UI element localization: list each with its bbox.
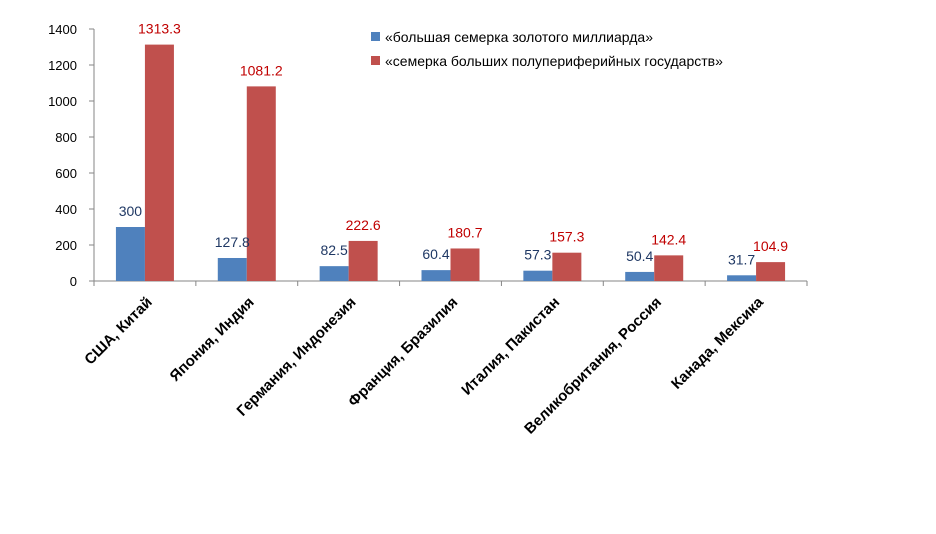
legend: «большая семерка золотого миллиарда» «сем…: [371, 29, 723, 69]
bar-series2: [246, 86, 276, 281]
y-tick-label: 400: [55, 202, 77, 217]
bar-series2: [654, 255, 684, 281]
y-tick-label: 800: [55, 130, 77, 145]
data-label: 222.6: [346, 217, 381, 233]
bar-series1: [625, 271, 655, 281]
y-tick-label: 200: [55, 238, 77, 253]
data-label: 82.5: [321, 242, 348, 258]
category-label: Италия, Пакистан: [458, 294, 563, 399]
data-label: 57.3: [524, 247, 551, 263]
bar-series1: [115, 227, 145, 281]
bar-series1: [727, 275, 757, 281]
bars: [115, 44, 786, 281]
legend-swatch: [371, 56, 380, 65]
data-label: 127.8: [215, 234, 250, 250]
category-label: США, Китай: [81, 294, 156, 369]
bar-series1: [217, 257, 247, 281]
y-tick-label: 0: [70, 274, 77, 289]
data-label: 1313.3: [138, 21, 181, 37]
y-tick-label: 1400: [48, 22, 77, 37]
data-label: 300: [119, 203, 143, 219]
bar-series2: [552, 252, 582, 281]
data-labels: 300 127.8 82.5 60.4 57.3 50.4 31.7 1313.3 1081.2…: [119, 21, 789, 268]
data-label: 1081.2: [240, 62, 283, 78]
data-label: 60.4: [422, 246, 449, 262]
data-label: 180.7: [447, 224, 482, 240]
bar-series2: [144, 44, 174, 281]
category-label: Канада, Мексика: [668, 293, 767, 392]
data-label: 50.4: [626, 248, 653, 264]
data-label: 31.7: [728, 251, 755, 267]
legend-label: «семерка больших полупериферийных госуда…: [385, 53, 723, 69]
legend-swatch: [371, 32, 380, 41]
legend-label: «большая семерка золотого миллиарда»: [385, 29, 653, 45]
y-tick-label: 1000: [48, 94, 77, 109]
category-label: Франция, Бразилия: [345, 294, 461, 410]
bar-series2: [756, 262, 786, 281]
bar-series1: [523, 270, 553, 281]
category-label: Германия, Индонезия: [234, 294, 360, 420]
bar-series2: [450, 248, 480, 281]
bar-series1: [319, 266, 349, 281]
bar-series1: [421, 270, 451, 281]
y-tick-label: 1200: [48, 58, 77, 73]
category-label: Япония, Индия: [167, 294, 258, 385]
y-tick-label: 600: [55, 166, 77, 181]
data-label: 104.9: [753, 238, 788, 254]
bar-series2: [348, 240, 378, 281]
data-label: 142.4: [651, 231, 686, 247]
data-label: 157.3: [549, 229, 584, 245]
axes: 0 200 400 600 800 1000 1200 1400: [48, 22, 808, 289]
